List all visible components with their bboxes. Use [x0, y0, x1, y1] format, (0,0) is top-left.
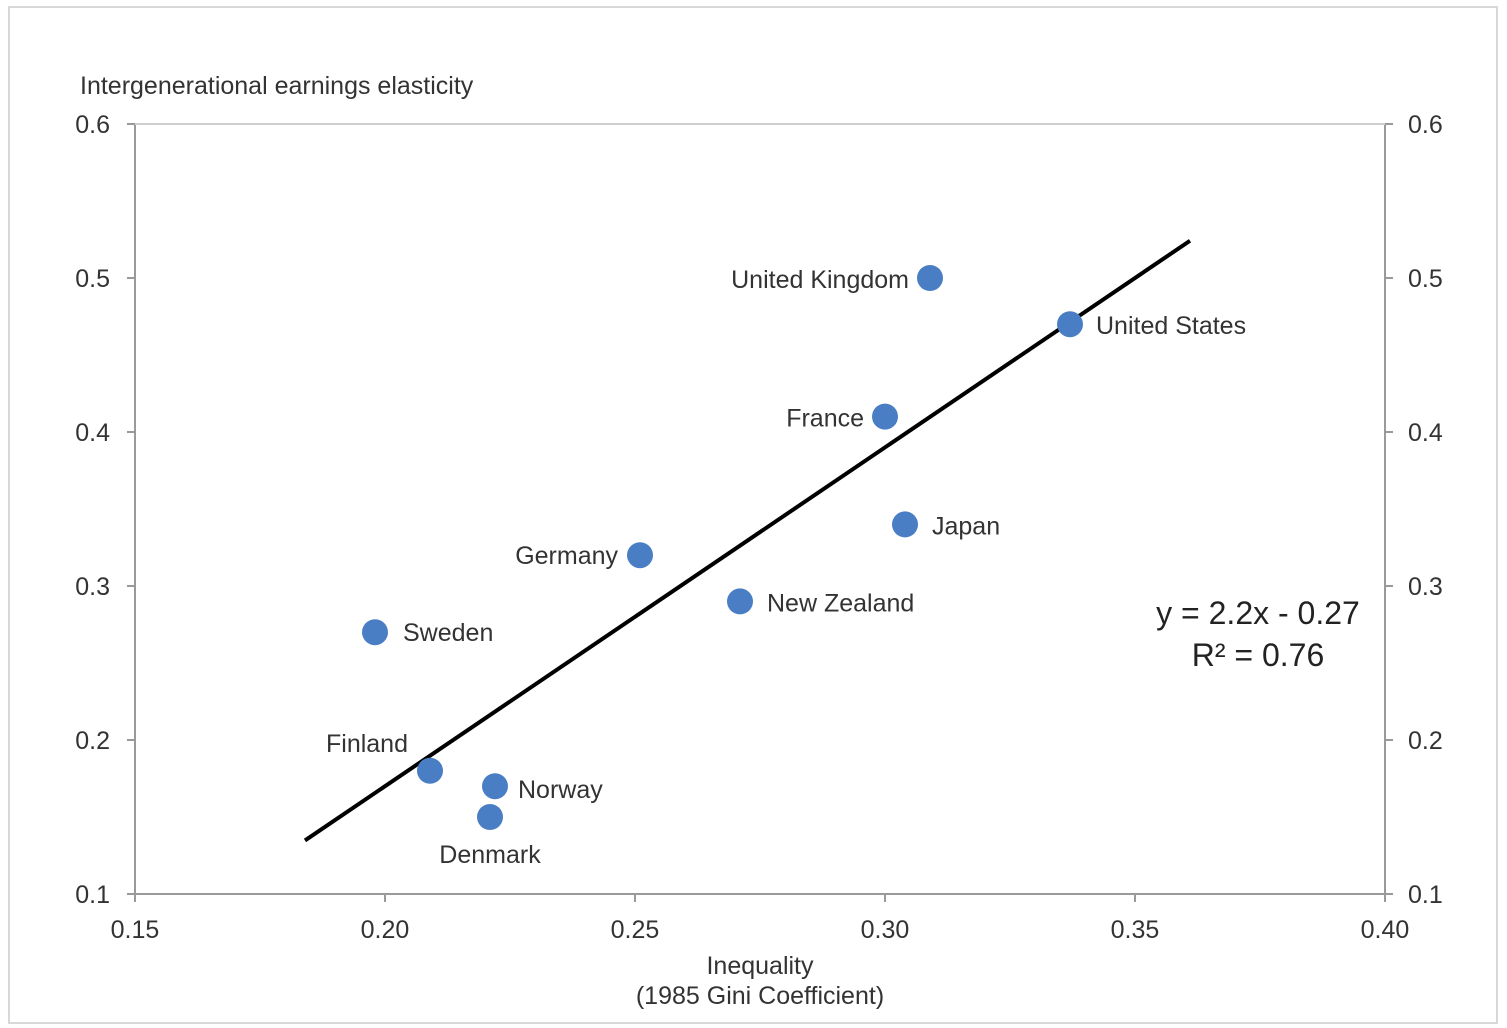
y-tick-label-left: 0.5 — [75, 265, 110, 293]
y-tick-label-right: 0.6 — [1408, 111, 1443, 139]
x-tick-label: 0.20 — [361, 916, 410, 944]
data-point-group — [362, 265, 1083, 830]
x-axis-subtitle: (1985 Gini Coefficient) — [636, 982, 884, 1010]
data-point-japan — [892, 511, 918, 538]
data-point-united-states — [1057, 311, 1083, 338]
x-tick-group: 0.15 0.20 0.25 0.30 0.35 0.40 — [111, 894, 1410, 944]
x-tick-label: 0.35 — [1111, 916, 1160, 944]
chart-frame — [8, 6, 1498, 1024]
trendline-equation: y = 2.2x - 0.27 — [1156, 595, 1360, 631]
point-label-norway: Norway — [518, 776, 603, 804]
y-tick-group-right: 0.1 0.2 0.3 0.4 0.5 0.6 — [1385, 111, 1443, 909]
y-axis-title: Intergenerational earnings elasticity — [80, 72, 474, 100]
point-label-united-states: United States — [1096, 312, 1246, 340]
x-tick-label: 0.15 — [111, 916, 160, 944]
point-label-france: France — [786, 405, 864, 433]
y-tick-label-right: 0.4 — [1408, 419, 1443, 447]
point-label-sweden: Sweden — [403, 619, 493, 647]
y-tick-label-left: 0.4 — [75, 419, 110, 447]
y-tick-label-right: 0.3 — [1408, 573, 1443, 601]
r-squared-label: R² = 0.76 — [1192, 637, 1325, 673]
data-point-united-kingdom — [917, 265, 943, 291]
y-tick-label-left: 0.3 — [75, 573, 110, 601]
x-axis-title: Inequality — [706, 952, 814, 980]
data-point-finland — [417, 757, 443, 784]
point-label-germany: Germany — [515, 542, 618, 570]
y-tick-label-left: 0.1 — [75, 881, 110, 909]
point-label-group: Sweden Finland Norway Denmark Germany New Zea… — [326, 266, 1246, 869]
point-label-finland: Finland — [326, 730, 408, 758]
y-tick-label-right: 0.5 — [1408, 265, 1443, 293]
trendline — [303, 239, 1192, 843]
x-tick-label: 0.40 — [1361, 916, 1410, 944]
data-point-norway — [482, 773, 508, 800]
point-label-denmark: Denmark — [439, 841, 541, 869]
point-label-united-kingdom: United Kingdom — [731, 266, 909, 294]
point-label-japan: Japan — [932, 512, 1000, 540]
point-label-new-zealand: New Zealand — [767, 589, 914, 617]
x-tick-label: 0.30 — [861, 916, 910, 944]
x-tick-label: 0.25 — [611, 916, 660, 944]
y-tick-label-left: 0.2 — [75, 727, 110, 755]
y-tick-label-right: 0.1 — [1408, 881, 1443, 909]
data-point-denmark — [477, 804, 503, 830]
y-tick-group-left: 0.1 0.2 0.3 0.4 0.5 0.6 — [75, 111, 135, 909]
data-point-france — [872, 403, 898, 430]
data-point-germany — [627, 542, 653, 569]
data-point-sweden — [362, 619, 388, 646]
data-point-new-zealand — [727, 588, 753, 615]
y-tick-label-right: 0.2 — [1408, 727, 1443, 755]
y-tick-label-left: 0.6 — [75, 111, 110, 139]
